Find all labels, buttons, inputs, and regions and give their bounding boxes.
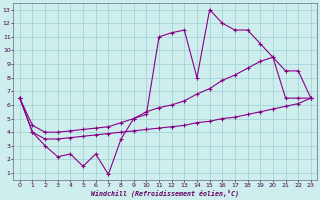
X-axis label: Windchill (Refroidissement éolien,°C): Windchill (Refroidissement éolien,°C): [91, 190, 239, 197]
